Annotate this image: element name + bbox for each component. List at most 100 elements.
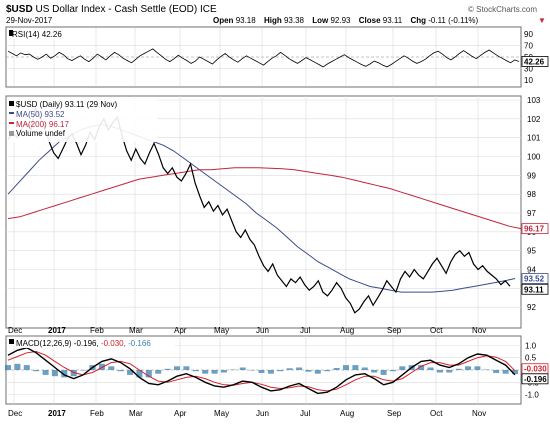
rsi-tick-label: 10 [524, 76, 533, 85]
price-tick-label: 100 [527, 153, 541, 162]
x-tick-label: May [214, 326, 229, 335]
histogram-bar [239, 367, 246, 370]
histogram-bar [61, 370, 68, 378]
price-legend-bg [7, 98, 157, 142]
histogram-bar [258, 370, 265, 373]
histogram-bar [230, 369, 237, 370]
histogram-bar [145, 370, 152, 378]
histogram-bar [465, 366, 472, 370]
histogram-bar [446, 370, 453, 373]
macd-legend-bg [7, 337, 175, 348]
rsi-axis: 103050709042.26 [521, 30, 549, 85]
histogram-bar [164, 368, 171, 370]
x-tick-label: Jun [256, 409, 269, 418]
histogram-bar [220, 370, 227, 373]
x-tick-label: May [214, 409, 229, 418]
macd-tick-label: -1.0 [525, 391, 539, 400]
histogram-bar [277, 370, 284, 372]
price-tick-label: 102 [527, 115, 541, 124]
histogram-bar [5, 365, 11, 370]
price-tick-label: 97 [527, 209, 536, 218]
rsi-legend-swatch [9, 30, 13, 36]
x-tick-label: Dec [8, 326, 22, 335]
histogram-bar [80, 370, 87, 371]
price-tick-label: 94 [527, 266, 536, 275]
histogram-bar [493, 370, 500, 373]
price-tick-label: 99 [527, 171, 536, 180]
histogram-bar [14, 363, 21, 370]
histogram-bar [174, 366, 180, 370]
x-tick-label: Jul [300, 409, 310, 418]
rsi-legend: RSI(14) 42.26 [12, 30, 62, 39]
x-tick-label: Sep [387, 326, 402, 335]
ma200-last-badge: 96.17 [524, 225, 545, 234]
histogram-bar [380, 370, 387, 375]
x-tick-label: Feb [90, 326, 104, 335]
header-date: 29-Nov-2017 [6, 16, 53, 25]
price-tick-label: 95 [527, 247, 536, 256]
legend-price: $USD (Daily) 93.11 (29 Nov) [16, 100, 118, 109]
legend-volume: Volume undef [16, 129, 66, 138]
rsi-tick-label: 70 [524, 41, 533, 50]
x-axis-labels-macd: Dec 2017 Feb Mar Apr May Jun Jul Aug Sep Oct Nov [8, 409, 486, 418]
histogram-bar [389, 370, 396, 372]
price-last-badge-bg [521, 283, 549, 295]
histogram-bar [98, 363, 105, 370]
ohlc-summary: Open 93.18 High 93.38 Low 92.93 Close 93… [213, 16, 479, 25]
histogram-bar [51, 370, 58, 377]
rsi-last-badge-bg [521, 56, 549, 67]
histogram-bar [333, 368, 340, 370]
histogram-bar [70, 370, 77, 377]
histogram-bar [418, 365, 425, 370]
macd-tick-label: 0.5 [525, 354, 537, 363]
rsi-tick-label: 30 [524, 65, 533, 74]
macd-line [7, 347, 516, 395]
x-tick-label: Aug [340, 326, 354, 335]
macd-last-badge: -0.196 [524, 375, 547, 384]
histogram-bar [296, 367, 303, 370]
histogram-bar [399, 366, 406, 370]
macd-signal-line [7, 350, 516, 392]
price-legend: $USD (Daily) 93.11 (29 Nov) MA(50) 93.52… [7, 98, 157, 142]
histogram-bar [343, 365, 349, 370]
x-tick-label: Oct [430, 409, 443, 418]
histogram-bar [183, 366, 190, 370]
histogram-bar [361, 367, 368, 370]
x-tick-label: Mar [129, 409, 143, 418]
rsi-line [7, 48, 520, 68]
histogram-bar [427, 367, 434, 370]
histogram-bar [371, 370, 378, 373]
x-tick-label: Sep [387, 409, 402, 418]
price-tick-label: 98 [527, 190, 536, 199]
histogram-bar [324, 370, 331, 372]
x-tick-label: Apr [174, 409, 187, 418]
ma200-last-badge-bg [521, 223, 549, 235]
histogram-bar [305, 370, 312, 372]
watermark: © StockCharts.com [468, 5, 537, 14]
histogram-bar [23, 365, 30, 370]
histogram-bar [108, 366, 115, 370]
x-tick-label: Nov [472, 409, 486, 418]
histogram-bar [33, 370, 40, 372]
ma50-last-badge: 93.52 [524, 275, 545, 284]
signal-last-badge: -0.030 [524, 365, 547, 374]
price-last-badge: 93.11 [524, 285, 544, 294]
x-tick-label: 2017 [48, 409, 66, 418]
ma200-line [7, 167, 522, 230]
rsi-last-badge: 42.26 [524, 57, 545, 66]
ma200-swatch [9, 122, 14, 124]
histogram-bar [502, 370, 509, 374]
ma50-last-badge-bg [521, 273, 549, 284]
histogram-bar [249, 370, 256, 371]
legend-ma50: MA(50) 93.52 [16, 110, 65, 119]
x-tick-label: Feb [90, 409, 104, 418]
volume-swatch [9, 131, 14, 136]
histogram-bar [136, 370, 143, 378]
price-swatch [9, 101, 14, 106]
x-tick-label: Mar [129, 326, 143, 335]
price-tick-label: 101 [527, 134, 541, 143]
histogram-bar [352, 365, 359, 370]
histogram-bar [211, 370, 218, 374]
